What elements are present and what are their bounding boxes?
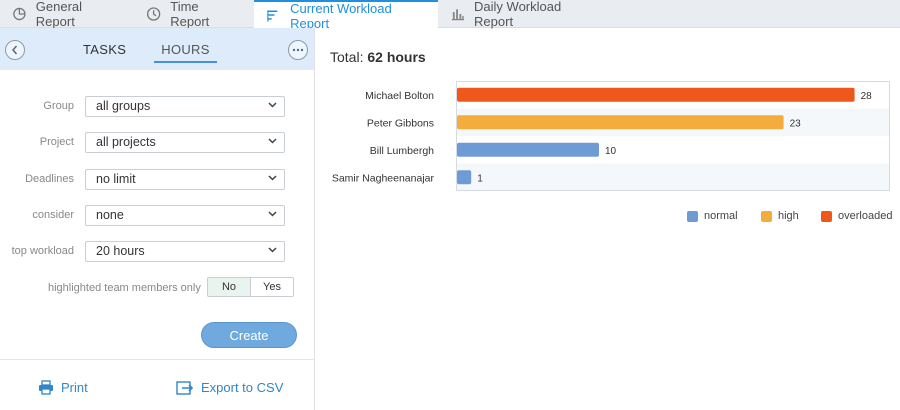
- chevron-left-icon: [12, 45, 18, 55]
- deadlines-select-value: no limit: [96, 172, 136, 186]
- top-workload-label: top workload: [11, 245, 74, 257]
- more-options-button[interactable]: [288, 40, 308, 60]
- export-csv-label: Export to CSV: [201, 380, 284, 395]
- chevron-down-icon: [268, 175, 277, 181]
- consider-filter-row: consider none: [0, 205, 314, 227]
- legend-label: high: [778, 210, 799, 222]
- tab-daily-workload-report[interactable]: Daily Workload Report: [438, 0, 608, 29]
- panel-header: TASKS HOURS: [0, 28, 314, 70]
- deadlines-label: Deadlines: [25, 173, 74, 185]
- top-workload-filter-row: top workload 20 hours: [0, 241, 314, 263]
- more-horizontal-icon: [292, 48, 304, 52]
- category-label: Michael Bolton: [365, 90, 434, 102]
- category-label: Bill Lumbergh: [370, 145, 434, 157]
- project-select-value: all projects: [96, 135, 156, 149]
- workload-bar-chart: Michael Bolton 28 Peter Gibbons 23 Bill Lumb…: [332, 81, 890, 191]
- project-filter-row: Project all projects: [0, 132, 314, 154]
- top-workload-select-value: 20 hours: [96, 244, 145, 258]
- deadlines-filter-row: Deadlines no limit: [0, 169, 314, 191]
- bar[interactable]: [457, 170, 472, 185]
- tab-hours[interactable]: HOURS: [154, 42, 217, 63]
- legend-label: overloaded: [838, 210, 893, 222]
- clock-icon: [146, 7, 161, 21]
- top-workload-select[interactable]: 20 hours: [85, 241, 285, 262]
- panel-divider: [0, 359, 314, 360]
- export-csv-link[interactable]: Export to CSV: [176, 380, 283, 395]
- data-label: 10: [605, 146, 617, 157]
- chevron-down-icon: [268, 138, 277, 144]
- tab-label: Current Workload Report: [290, 0, 392, 31]
- legend-swatch: [821, 210, 832, 222]
- print-link[interactable]: Print: [38, 380, 88, 395]
- chevron-down-icon: [268, 247, 277, 253]
- legend-swatch: [761, 210, 772, 222]
- total-value: 62 hours: [367, 49, 426, 65]
- tab-label: General Report: [35, 0, 83, 29]
- group-select-value: all groups: [96, 99, 151, 113]
- export-icon: [176, 381, 194, 395]
- tab-label: Daily Workload Report: [474, 0, 562, 29]
- chevron-down-icon: [268, 211, 277, 217]
- project-label: Project: [39, 136, 74, 148]
- report-tab-bar: General Report Time Report Current Workl…: [0, 0, 900, 31]
- tab-time-report[interactable]: Time Report: [134, 0, 250, 29]
- legend-swatch: [687, 210, 698, 222]
- category-label: Samir Nagheenanajar: [332, 172, 435, 184]
- highlight-members-toggle: No Yes: [207, 277, 294, 297]
- bar[interactable]: [457, 115, 784, 130]
- pie-chart-icon: [13, 7, 26, 21]
- total-hours: Total: 62 hours: [330, 49, 426, 65]
- deadlines-select[interactable]: no limit: [85, 169, 285, 190]
- plot-frame: [456, 81, 890, 191]
- consider-label: consider: [32, 209, 74, 221]
- data-label: 1: [477, 173, 483, 184]
- legend-item-overloaded[interactable]: overloaded: [821, 210, 892, 222]
- category-label: Peter Gibbons: [367, 117, 434, 129]
- data-label: 28: [861, 91, 873, 102]
- consider-select[interactable]: none: [85, 205, 285, 226]
- project-select[interactable]: all projects: [85, 132, 285, 153]
- printer-icon: [39, 380, 53, 395]
- group-filter-row: Group all groups: [0, 96, 314, 118]
- bar[interactable]: [457, 142, 599, 157]
- legend-item-high[interactable]: high: [761, 210, 799, 222]
- back-button[interactable]: [5, 40, 25, 60]
- data-label: 23: [790, 118, 802, 129]
- consider-select-value: none: [96, 208, 124, 222]
- toggle-no-option[interactable]: No: [208, 278, 251, 296]
- tab-general-report[interactable]: General Report: [0, 0, 130, 29]
- report-settings-panel: TASKS HOURS Group all groups Project all…: [0, 28, 315, 410]
- total-label: Total:: [330, 49, 364, 65]
- bar[interactable]: [457, 87, 855, 102]
- legend-label: normal: [704, 210, 738, 222]
- column-chart-icon: [451, 9, 465, 21]
- tab-label: Time Report: [170, 0, 210, 29]
- create-button[interactable]: Create: [201, 322, 297, 348]
- legend-item-normal[interactable]: normal: [687, 210, 738, 222]
- toggle-yes-option[interactable]: Yes: [263, 281, 281, 293]
- row-stripe: [456, 163, 890, 191]
- bar-list-icon: [267, 9, 278, 22]
- group-label: Group: [43, 100, 74, 112]
- highlight-members-label: highlighted team members only: [48, 282, 201, 294]
- chevron-down-icon: [268, 102, 277, 108]
- tab-tasks[interactable]: TASKS: [83, 42, 127, 57]
- tab-current-workload-report[interactable]: Current Workload Report: [254, 0, 438, 31]
- group-select[interactable]: all groups: [85, 96, 285, 117]
- print-label: Print: [61, 380, 88, 395]
